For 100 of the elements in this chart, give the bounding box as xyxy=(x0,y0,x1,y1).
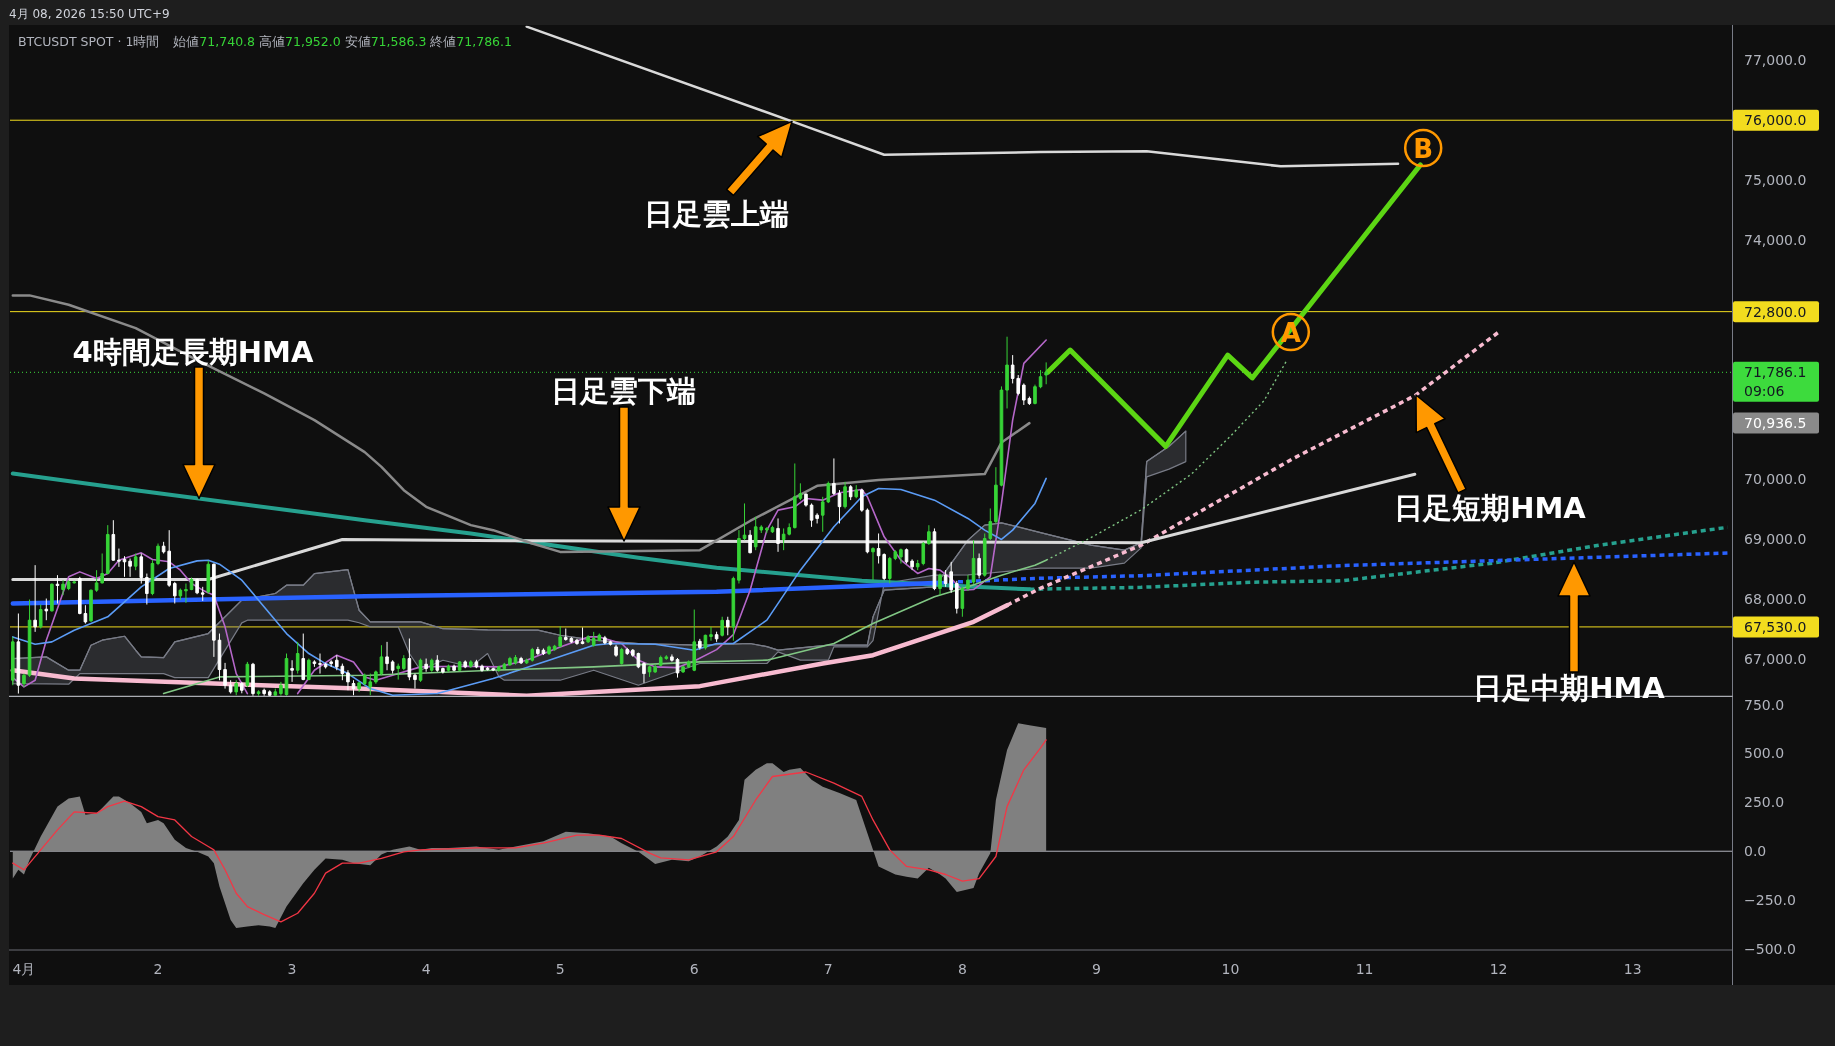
candlestick xyxy=(642,661,646,684)
candlestick xyxy=(1033,384,1037,405)
candlestick xyxy=(212,563,216,658)
candlestick xyxy=(50,583,54,613)
candlestick xyxy=(22,673,26,688)
x-tick-label: 6 xyxy=(689,961,699,977)
candlestick xyxy=(139,553,144,585)
candlestick xyxy=(295,641,300,675)
candlestick xyxy=(133,553,138,571)
candlestick xyxy=(206,560,211,595)
candlestick xyxy=(742,502,747,541)
candlestick xyxy=(407,638,412,681)
candlestick xyxy=(122,555,127,578)
y-tick-label: 75,000.0 xyxy=(1744,172,1807,189)
candlestick xyxy=(307,658,311,681)
candlestick xyxy=(703,634,708,651)
candlestick xyxy=(960,586,965,618)
candlestick xyxy=(223,662,227,690)
candlestick xyxy=(424,658,428,673)
x-tick-label: 13 xyxy=(1623,961,1642,977)
y-tick-label: 68,000.0 xyxy=(1744,590,1807,607)
candlestick xyxy=(625,647,630,656)
candlestick xyxy=(323,662,328,670)
ref-line-label: 67,530.0 xyxy=(1744,618,1807,635)
candlestick xyxy=(457,660,462,672)
candlestick xyxy=(670,653,674,663)
candlestick xyxy=(290,659,294,683)
candlestick xyxy=(871,546,875,581)
candlestick xyxy=(452,664,456,672)
annotation: 日足雲上端 xyxy=(643,197,789,232)
candlestick xyxy=(848,484,853,501)
candlestick xyxy=(44,598,49,621)
candlestick xyxy=(614,644,618,658)
candlestick xyxy=(256,691,261,695)
candlestick xyxy=(172,581,177,605)
candlestick xyxy=(843,481,847,509)
line-series xyxy=(11,477,1047,697)
annotation: 日足中期HMA xyxy=(1473,671,1666,705)
candlestick xyxy=(441,667,445,675)
candlestick xyxy=(429,658,434,673)
candlestick xyxy=(374,670,378,685)
candlestick xyxy=(156,543,160,566)
candlestick xyxy=(714,631,719,643)
candlestick xyxy=(837,489,842,524)
candlestick xyxy=(737,529,741,584)
candlestick xyxy=(301,633,306,681)
y-tick-label: 69,000.0 xyxy=(1744,530,1807,547)
text: BTCUSDT SPOT · 1時間 xyxy=(18,34,160,49)
y-tick-label: 74,000.0 xyxy=(1744,231,1807,248)
candlestick xyxy=(474,659,479,669)
candlestick xyxy=(854,484,859,499)
candlestick xyxy=(832,457,836,496)
candlestick xyxy=(580,627,585,645)
candlestick xyxy=(413,673,417,690)
candlestick xyxy=(508,656,512,667)
y-tick-label: 250.0 xyxy=(1744,794,1785,811)
candlestick xyxy=(346,669,350,691)
candlestick xyxy=(480,664,484,673)
ref-line-label: 76,000.0 xyxy=(1744,112,1807,129)
candlestick xyxy=(10,636,15,686)
candlestick xyxy=(954,580,959,615)
candlestick xyxy=(351,679,356,696)
candlestick xyxy=(994,466,998,524)
text: 4月 08, 2026 15:50 UTC+9 xyxy=(9,7,170,21)
candlestick xyxy=(89,589,93,623)
candlestick xyxy=(55,574,60,605)
y-tick-label: −250.0 xyxy=(1744,892,1796,909)
candlestick xyxy=(150,559,155,596)
candlestick xyxy=(200,586,205,602)
candlestick xyxy=(681,665,685,674)
candlestick xyxy=(145,573,149,606)
y-tick-label: 67,000.0 xyxy=(1744,650,1807,667)
candlestick xyxy=(38,604,43,630)
candlestick xyxy=(16,613,21,695)
candlestick xyxy=(402,654,406,671)
candlestick xyxy=(128,558,132,578)
candlestick xyxy=(748,529,752,554)
x-tick-label: 7 xyxy=(823,961,833,977)
candlestick xyxy=(312,659,317,668)
y-tick-label: 0.0 xyxy=(1744,843,1767,860)
x-tick-label: 4 xyxy=(421,961,431,977)
candlestick xyxy=(938,573,942,596)
candlestick xyxy=(765,526,769,534)
x-tick-label: 5 xyxy=(555,961,565,977)
candlestick xyxy=(105,524,110,575)
x-tick-label: 2 xyxy=(153,961,163,977)
candlestick xyxy=(731,576,736,642)
candlestick xyxy=(195,578,199,595)
candlestick xyxy=(318,653,322,675)
candlestick xyxy=(178,588,183,601)
candlestick xyxy=(61,579,65,596)
line-series xyxy=(525,25,1400,168)
y-tick-label: 750.0 xyxy=(1744,696,1785,713)
candlestick xyxy=(329,659,333,668)
candlestick xyxy=(240,681,244,694)
candlestick xyxy=(619,647,624,666)
candlestick xyxy=(27,599,32,678)
candlestick xyxy=(519,656,523,665)
x-tick-label: 8 xyxy=(957,961,967,977)
candlestick xyxy=(245,661,250,688)
